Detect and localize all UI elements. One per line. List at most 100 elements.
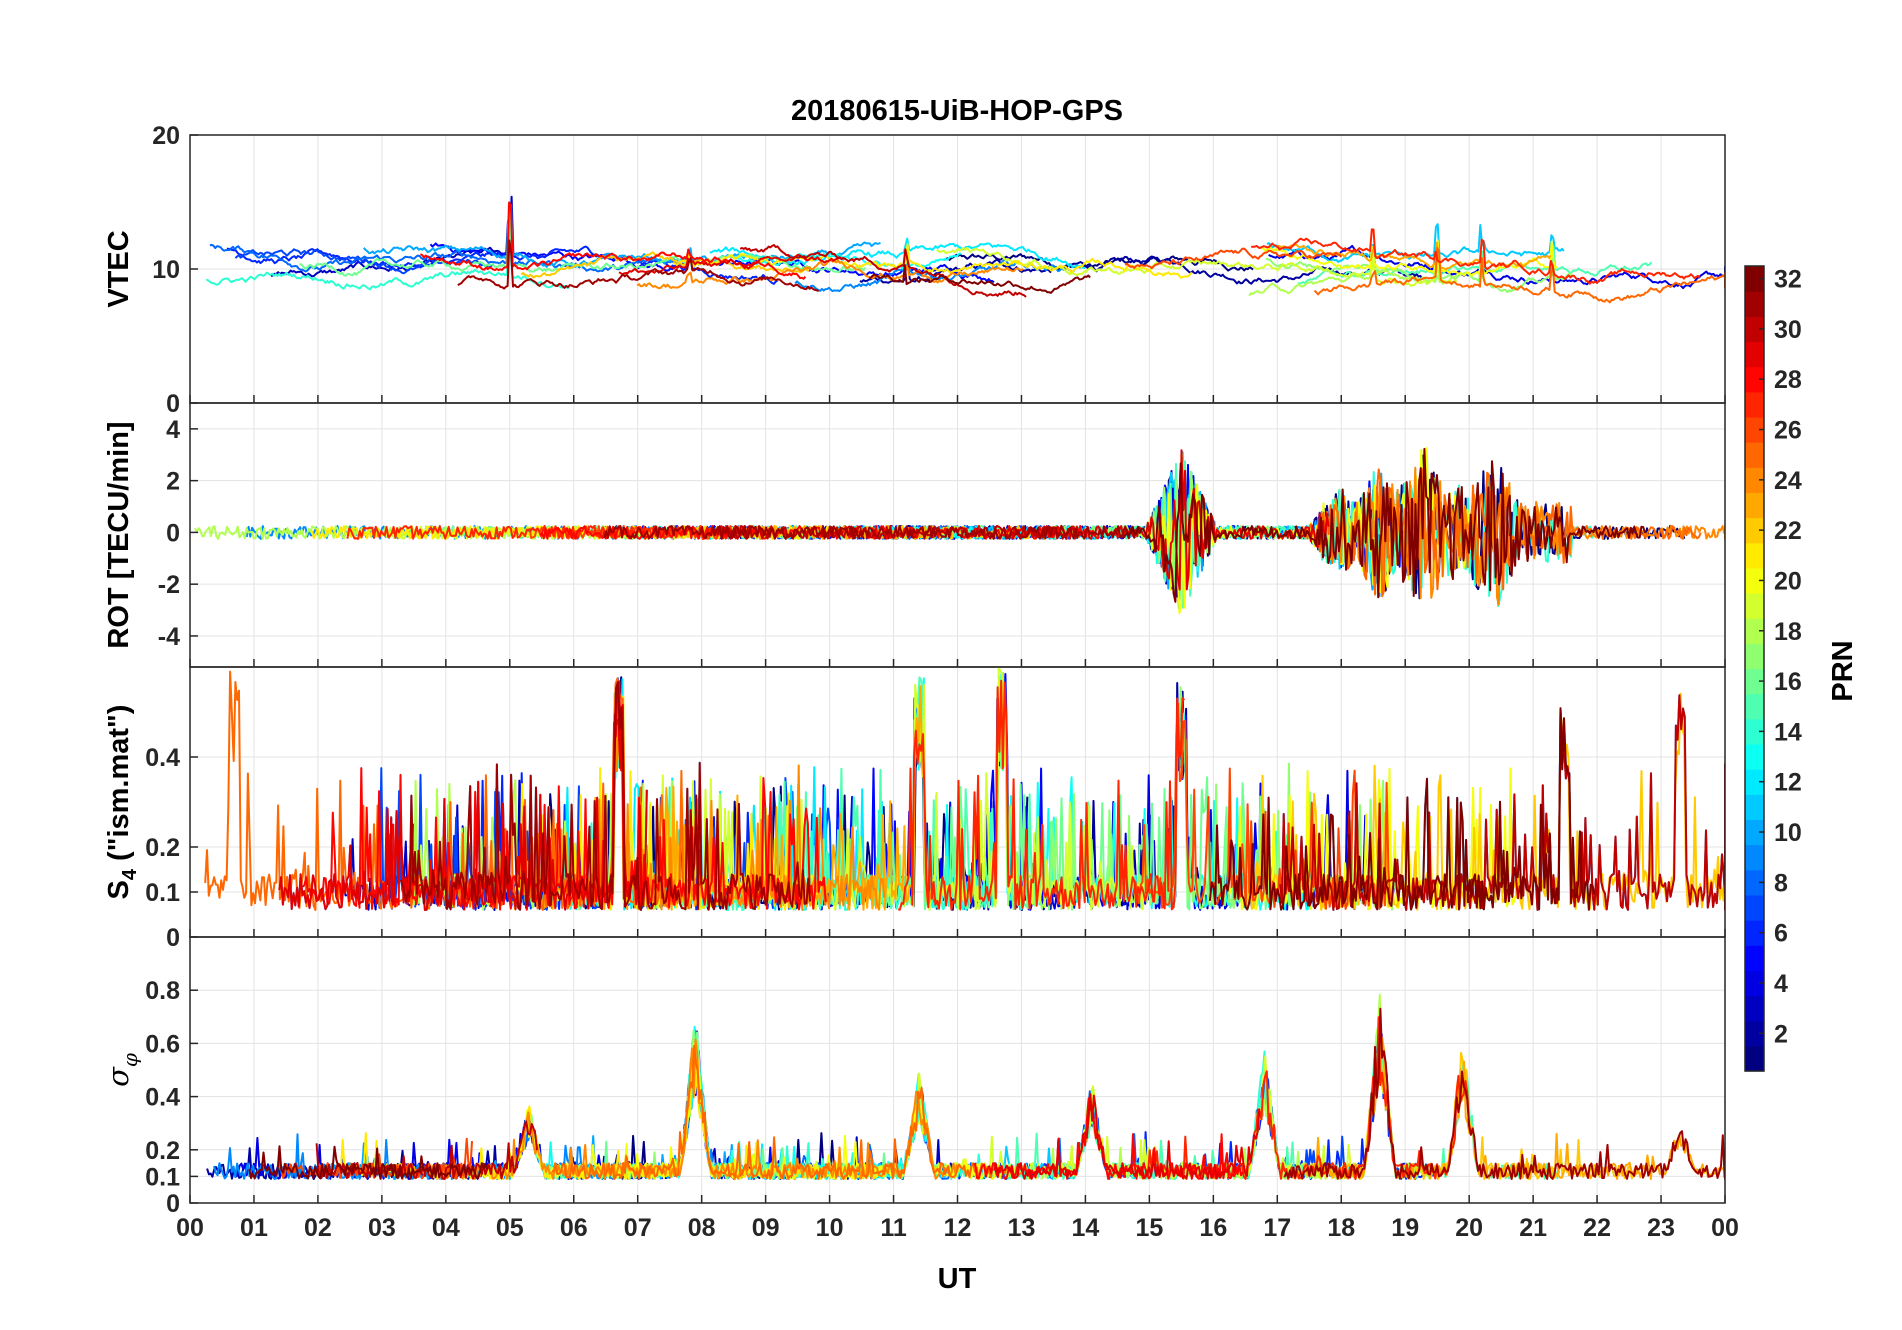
colorbar-bin — [1745, 1020, 1764, 1047]
colorbar-tick-label: 2 — [1774, 1020, 1788, 1048]
x-tick-label: 08 — [688, 1214, 716, 1242]
colorbar-bin — [1745, 869, 1764, 896]
x-tick-label: 20 — [1455, 1214, 1483, 1242]
x-tick-label: 14 — [1072, 1214, 1100, 1242]
colorbar-bin — [1745, 970, 1764, 997]
y-axis-label-rot: ROT [TECU/min] — [103, 421, 135, 648]
colorbar-bin — [1745, 416, 1764, 443]
y-tick-label: 20 — [152, 122, 180, 150]
colorbar-tick-label: 18 — [1774, 618, 1802, 646]
prn-series-line — [520, 250, 810, 279]
y-tick-label: 0 — [166, 1190, 180, 1218]
prn-series-line — [1313, 247, 1725, 304]
prn-series-line — [943, 253, 1254, 272]
x-tick-label: 22 — [1583, 1214, 1611, 1242]
y-axis-label-s4: S4 ("ism.mat") — [103, 705, 141, 900]
prn-series-line — [1283, 1007, 1725, 1180]
panel-s4: 0 0.1 0.2 0.4S4 ("ism.mat") — [103, 666, 1726, 952]
x-axis-label: UT — [938, 1263, 977, 1295]
colorbar-bin — [1745, 743, 1764, 770]
x-tick-label: 12 — [944, 1214, 972, 1242]
prn-series-line — [806, 1055, 1359, 1180]
y-tick-label: 0.4 — [145, 1084, 180, 1112]
y-tick-label: 0.8 — [145, 977, 180, 1005]
colorbar-tick-label: 16 — [1774, 668, 1802, 696]
panel-rot: -4 -2 0 2 4 ROT [TECU/min] — [103, 402, 1726, 668]
colorbar-bin — [1745, 643, 1764, 670]
panel-vtec: 0 10 20 VTEC — [103, 122, 1726, 418]
prn-series-line — [1251, 228, 1701, 285]
x-tick-label: 15 — [1135, 1214, 1163, 1242]
colorbar-bin — [1745, 291, 1764, 317]
y-axis-label-vtec: VTEC — [103, 230, 135, 307]
prn-series-line — [399, 681, 812, 911]
y-tick-label: 2 — [166, 468, 180, 496]
colorbar-bin — [1745, 920, 1764, 946]
colorbar-tick-label: 14 — [1774, 718, 1802, 746]
prn-series-line — [739, 244, 1027, 298]
prn-series-line — [1122, 447, 1646, 603]
y-tick-label: 0 — [166, 390, 180, 418]
x-tick-label: 23 — [1647, 1214, 1675, 1242]
x-tick-label: 02 — [304, 1214, 332, 1242]
x-tick-label: 18 — [1327, 1214, 1355, 1242]
y-tick-label: 0.2 — [145, 1137, 180, 1165]
colorbar-bin — [1745, 517, 1764, 544]
prn-series-line — [709, 237, 1086, 270]
x-tick-label: 17 — [1263, 1214, 1291, 1242]
y-tick-label: 0.1 — [145, 879, 180, 907]
colorbar-bin — [1745, 618, 1764, 644]
prn-series-line — [583, 695, 886, 911]
colorbar-bin — [1745, 819, 1764, 846]
colorbar-bin — [1745, 995, 1764, 1022]
x-tick-label: 19 — [1391, 1214, 1419, 1242]
y-tick-label: 0.2 — [145, 834, 180, 862]
colorbar-bin — [1745, 366, 1764, 393]
x-tick-label: 04 — [432, 1214, 460, 1242]
colorbar-bin — [1745, 266, 1764, 292]
colorbar-bin — [1745, 593, 1764, 619]
prn-series-line — [993, 1093, 1261, 1180]
colorbar-tick-label: 20 — [1774, 567, 1802, 595]
colorbar-tick-label: 8 — [1774, 869, 1788, 897]
colorbar-tick-label: 26 — [1774, 417, 1802, 445]
prn-series-line — [213, 1051, 726, 1180]
series-group — [194, 447, 1725, 615]
colorbar-tick-label: 10 — [1774, 819, 1802, 847]
series-group — [204, 667, 1725, 911]
y-tick-label: 0.4 — [145, 744, 180, 772]
colorbar-bin — [1745, 945, 1764, 971]
y-tick-label: 0 — [166, 924, 180, 952]
colorbar-tick-label: 30 — [1774, 316, 1802, 344]
prn-series-line — [226, 219, 778, 285]
x-tick-label: 00 — [176, 1214, 204, 1242]
prn-series-line — [1124, 247, 1343, 270]
colorbar-tick-label: 6 — [1774, 920, 1788, 948]
colorbar-bin — [1745, 391, 1764, 418]
x-tick-label: 00 — [1711, 1214, 1739, 1242]
x-tick-label: 09 — [752, 1214, 780, 1242]
prn-series-line — [897, 679, 1186, 911]
chart-title: 20180615-UiB-HOP-GPS — [791, 95, 1123, 127]
y-tick-label: 0.6 — [145, 1030, 180, 1058]
prn-series-line — [868, 264, 1091, 294]
colorbar-tick-label: 28 — [1774, 366, 1802, 394]
x-tick-label: 10 — [816, 1214, 844, 1242]
prn-series-line — [205, 212, 570, 291]
colorbar-bin — [1745, 542, 1764, 569]
y-tick-label: 0.1 — [145, 1163, 180, 1191]
colorbar-bin — [1745, 316, 1764, 343]
series-group — [205, 195, 1725, 304]
colorbar-tick-label: 4 — [1774, 970, 1788, 998]
prn-series-line — [248, 1145, 489, 1180]
prn-series-line — [551, 1044, 1022, 1180]
colorbar-bin — [1745, 769, 1764, 795]
series-group — [206, 993, 1725, 1181]
colorbar-bin — [1745, 442, 1764, 468]
colorbar-bin — [1745, 794, 1764, 821]
colorbar-tick-label: 24 — [1774, 467, 1802, 495]
panel-sigphi: 00.10.2 0.4 0.6 0.8 σφ 00 01 02 03 04 05 06 07 08 09 10… — [101, 936, 1739, 1242]
